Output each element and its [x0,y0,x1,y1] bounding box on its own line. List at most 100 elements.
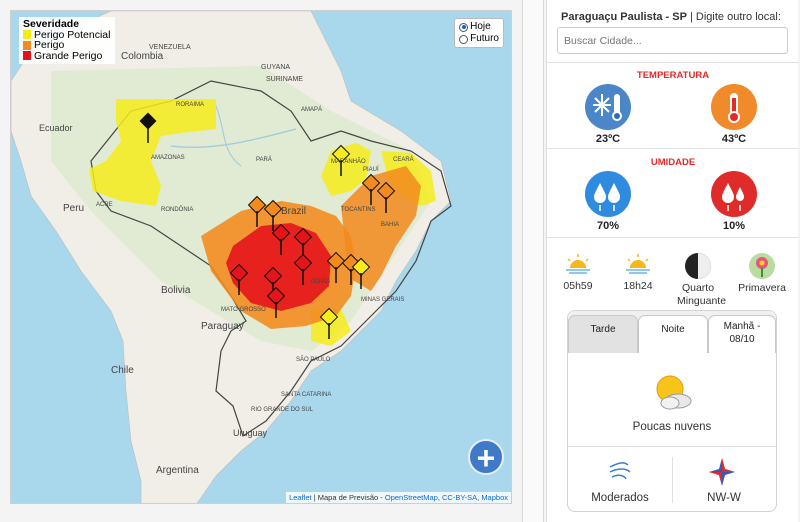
marker-icon [376,181,396,213]
legend-swatch [23,40,31,50]
legend-swatch [23,30,31,40]
tab-label: Noite [661,324,685,335]
low-humidity-icon [711,171,757,217]
label-uruguay: Uruguay [233,428,268,438]
legend-item: Perigo Potencial [23,28,111,41]
sunset: 18h24 [613,252,663,292]
sunrise-time: 05h59 [563,280,593,292]
temp-max-value: 43ºC [721,133,747,145]
label-roraima: RORAIMA [176,102,204,108]
attribution-text: , [437,493,442,502]
sunrise: 05h59 [553,252,603,292]
marker-icon [331,144,351,176]
label-ecuador: Ecuador [39,123,73,133]
sunset-time: 18h24 [623,280,653,292]
label-paraguay: Paraguay [201,321,244,332]
wind-icon [609,462,631,480]
radio-label: Futuro [470,33,499,44]
label-minas: MINAS GERAIS [361,297,404,303]
moon-phase: Quarto [673,252,723,294]
humidity-title: UMIDADE [650,157,696,168]
label-suriname: SURINAME [266,76,303,83]
label-chile: Chile [111,365,134,376]
city-header: Paraguaçu Paulista - SP | Digite outro l… [561,11,781,23]
radio-label: Hoje [470,21,491,32]
warning-red [226,223,331,311]
label-tocantins: TOCANTINS [341,207,376,213]
divider [672,457,673,503]
marker-icon [319,307,339,339]
radio-futuro[interactable]: Futuro [459,33,499,45]
attribution-text: | Mapa de Previsão - [311,493,385,502]
marker-icon [326,251,346,283]
season: Primavera [737,252,787,294]
warning-yellow-northeast [321,143,371,196]
marker-icon [361,173,381,205]
marker-icon [266,286,286,318]
season-label: Primavera [738,282,786,294]
forecast-sidebar: Paraguaçu Paulista - SP | Digite outro l… [546,0,799,522]
label-rondonia: RONDÔNIA [161,206,193,213]
legend-item: Grande Perigo [23,50,110,62]
cold-thermometer-icon [585,84,631,130]
marker-icon [271,223,291,255]
label-amapa: AMAPÁ [301,106,322,113]
divider [568,446,776,447]
marker-icon [263,199,283,231]
label-maranhao: MARANHÃO [331,158,366,165]
moon-phase-label-2: Minguante [677,295,727,307]
map-canvas[interactable]: Colombia VENEZUELA GUYANA SURINAME Ecuad… [11,11,512,504]
warning-markers [139,112,396,339]
legend-label: Perigo [34,39,65,51]
osm-link[interactable]: OpenStreetMap [384,493,438,502]
sunrise-icon [566,254,590,274]
radio-button[interactable] [459,22,469,32]
weather-warning-map[interactable]: Colombia VENEZUELA GUYANA SURINAME Ecuad… [10,10,512,504]
label-bahia: BAHIA [381,222,399,228]
legend-swatch [23,51,31,61]
tab-manha[interactable]: Manhã - 08/10 [708,315,776,353]
attribution-text: , [477,493,482,502]
mapbox-link[interactable]: Mapbox [481,493,508,502]
legend-item: Perigo [23,40,110,51]
tab-bar: Tarde Noite Manhã - 08/10 [568,311,776,353]
marker-icon [229,263,249,295]
zoom-in-button[interactable]: + [468,439,504,475]
label-piaui: PIAUÍ [363,166,379,173]
label-mato-grosso: MATO GROSSO [221,307,266,313]
wind-direction: NW-W [707,492,741,504]
forecast-condition: Poucas nuvens [632,421,712,433]
label-amazonas: AMAZONAS [151,155,185,161]
tab-label: Tarde [590,324,616,335]
legend-label: Perigo Potencial [34,28,111,41]
search-city-input[interactable] [557,27,788,54]
humidity-max-value: 70% [596,220,620,232]
moon-icon [685,253,711,279]
hot-thermometer-icon [711,84,757,130]
label-guyana: GUYANA [261,64,290,71]
divider [547,237,799,238]
legend-title: Severidade [23,18,80,30]
period-forecast-box: Tarde Noite Manhã - 08/10 Poucas nuvens [567,310,777,512]
tab-label: Manhã - [723,321,761,332]
label-goias: GOIÁS [311,278,330,285]
sunset-icon [626,254,650,274]
compass-rose-icon [709,458,735,486]
license-link[interactable]: CC-BY-SA [441,493,478,502]
radio-hoje[interactable]: Hoje [459,21,499,33]
radio-button[interactable] [459,34,469,44]
moon-phase-label: Quarto [681,282,715,294]
high-humidity-icon [585,171,631,217]
tab-noite[interactable]: Noite [638,315,708,353]
leaflet-link[interactable]: Leaflet [289,493,312,502]
map-attribution: Leaflet | Mapa de Previsão - OpenStreetM… [286,492,511,503]
label-venezuela: VENEZUELA [149,44,191,51]
tab-tarde[interactable]: Tarde [568,315,638,353]
label-rio-grande: RIO GRANDE DO SUL [251,407,314,413]
city-hint: | Digite outro local: [686,11,781,23]
few-clouds-icon [656,375,692,410]
scrollbar[interactable] [522,0,544,522]
label-brazil: Brazil [281,206,306,217]
tab-date: 08/10 [729,334,755,345]
